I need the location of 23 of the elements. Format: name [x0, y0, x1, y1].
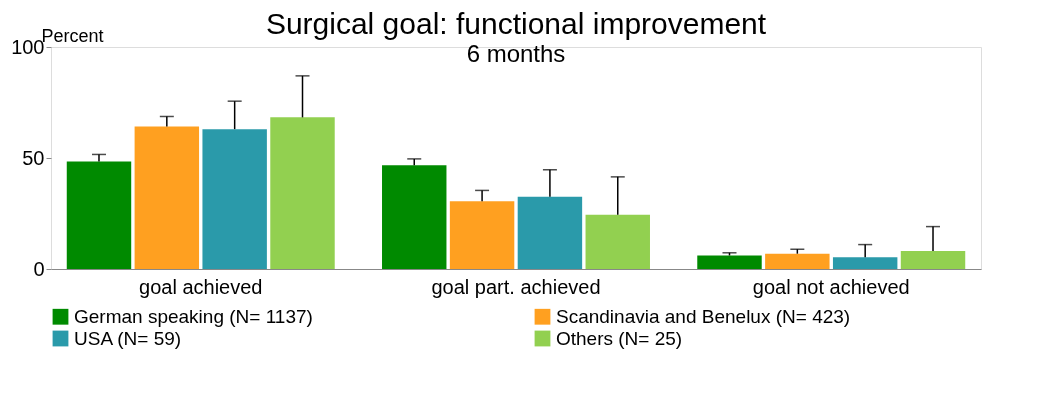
bar: [697, 255, 762, 269]
legend-label: Scandinavia and Benelux (N= 423): [556, 305, 851, 327]
bar: [832, 257, 898, 269]
y-tick-label: 0: [33, 257, 45, 280]
bar: [517, 196, 583, 269]
bar: [449, 201, 515, 269]
x-tick-label: goal not achieved: [752, 275, 910, 298]
bar: [765, 253, 830, 269]
x-tick-label: goal achieved: [139, 275, 263, 298]
y-tick-label: 50: [22, 146, 45, 169]
bar: [900, 251, 966, 269]
bar: [66, 161, 132, 269]
chart-title: Surgical goal: functional improvement: [265, 7, 767, 40]
bar: [202, 129, 267, 269]
bar: [382, 165, 447, 269]
legend-label: Others (N= 25): [556, 327, 683, 349]
bar: [134, 126, 200, 269]
x-tick-label: goal part. achieved: [431, 275, 601, 298]
bar: [270, 117, 335, 269]
chart-subtitle: 6 months: [466, 40, 566, 67]
bar: [585, 214, 650, 269]
legend-label: USA (N= 59): [74, 327, 182, 349]
legend-label: German speaking (N= 1137): [74, 305, 313, 327]
